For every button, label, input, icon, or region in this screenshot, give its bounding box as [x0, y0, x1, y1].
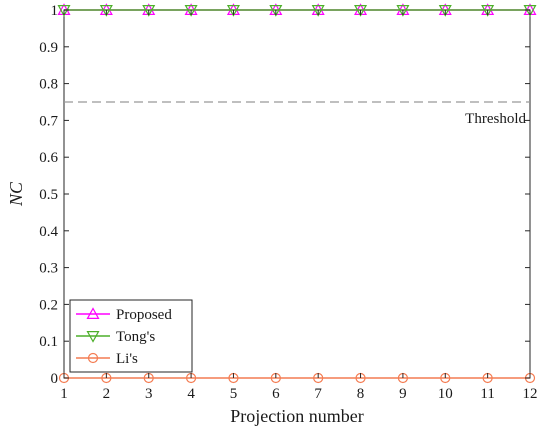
x-tick-label: 12: [523, 386, 538, 402]
data-point-tong-s: [99, 4, 113, 17]
x-tick-label: 11: [480, 386, 494, 402]
legend-marker-proposed: [86, 307, 100, 319]
legend: Proposed Tong's Li's: [69, 299, 193, 373]
y-tick-label: 0.2: [39, 297, 58, 313]
y-tick-label: 1: [51, 3, 59, 19]
y-axis-label: NC: [6, 181, 26, 207]
data-point-tong-s: [396, 4, 410, 17]
threshold-label: Threshold: [465, 111, 526, 127]
legend-label-tong-s: Tong's: [116, 329, 155, 345]
x-tick-label: 8: [357, 386, 365, 402]
y-tick-label: 0.3: [39, 261, 58, 277]
y-tick-label: 0.6: [39, 150, 58, 166]
x-tick-label: 6: [272, 386, 280, 402]
x-tick-label: 7: [314, 386, 322, 402]
x-tick-label: 9: [399, 386, 407, 402]
x-axis-label: Projection number: [230, 406, 363, 426]
series-tong-s: [57, 4, 537, 17]
y-tick-label: 0.4: [39, 224, 58, 240]
data-point-tong-s: [481, 4, 495, 17]
y-tick-label: 0.9: [39, 40, 58, 56]
data-point-tong-s: [184, 4, 198, 17]
data-point-tong-s: [226, 4, 240, 17]
data-point-tong-s: [438, 4, 452, 17]
y-tick-label: 0.5: [39, 187, 58, 203]
x-tick-label: 2: [103, 386, 111, 402]
x-tick-label: 1: [60, 386, 68, 402]
x-tick-label: 3: [145, 386, 153, 402]
data-point-tong-s: [354, 4, 368, 17]
data-point-tong-s: [523, 4, 537, 17]
x-tick-label: 5: [230, 386, 238, 402]
y-tick-label: 0.7: [39, 113, 58, 129]
x-tick-label: 4: [187, 386, 195, 402]
legend-marker-li-s: [87, 352, 99, 364]
data-point-tong-s: [57, 4, 71, 17]
legend-label-li-s: Li's: [116, 351, 138, 367]
legend-label-proposed: Proposed: [116, 307, 172, 323]
x-tick-label: 10: [438, 386, 453, 402]
data-point-tong-s: [142, 4, 156, 17]
legend-marker-tong-s: [86, 331, 100, 343]
data-point-tong-s: [269, 4, 283, 17]
y-tick-label: 0: [51, 371, 59, 387]
y-tick-label: 0.1: [39, 334, 58, 350]
data-point-tong-s: [311, 4, 325, 17]
y-tick-label: 0.8: [39, 77, 58, 93]
